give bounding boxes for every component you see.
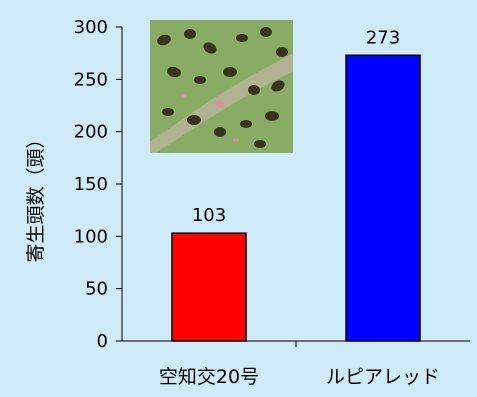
y-tick-label: 150 [74,174,108,195]
y-tick-label: 50 [85,279,108,300]
y-tick-label: 250 [74,69,108,90]
y-tick-label: 200 [74,122,108,143]
bar-value-label: 103 [192,205,226,226]
x-category-label: ルピアレッド [326,366,440,388]
y-tick-label: 0 [97,331,108,352]
bar-value-label: 273 [366,27,400,48]
bar-1 [171,232,247,342]
bar-2 [345,54,421,342]
y-axis-label: 寄生頭数（頭） [25,129,47,262]
y-tick-label: 100 [74,226,108,247]
bars-group [171,54,421,342]
aphids-on-leaf-photo [150,20,293,153]
y-axis: 0 50 100 150 200 250 300 [74,17,123,352]
data-labels-group: 103 273 [192,27,400,226]
x-axis: 空知交20号 ルピアレッド [122,340,470,388]
y-tick-label: 300 [74,17,108,38]
x-category-label: 空知交20号 [159,366,259,388]
